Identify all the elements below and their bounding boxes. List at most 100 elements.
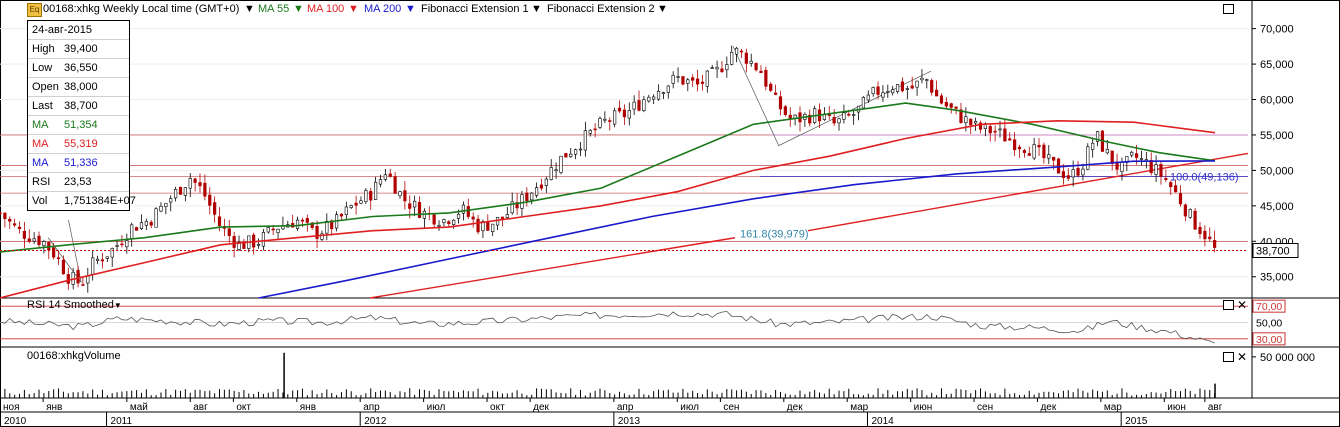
fibonacci-extension-line [47, 219, 82, 283]
rsi-pane-maximize-icon[interactable] [1223, 300, 1234, 310]
ma200-line [258, 160, 1216, 299]
candle-body [617, 107, 622, 112]
candle-body [27, 238, 31, 242]
month-label: июл [427, 402, 446, 413]
candle-body [720, 68, 724, 73]
candle-body [456, 213, 461, 219]
candle-body [534, 187, 539, 196]
fib-ext1-label[interactable]: Fibonacci Extension 1 [421, 3, 529, 15]
fib-ext2-label[interactable]: Fibonacci Extension 2 [547, 3, 655, 15]
ma55-label[interactable]: MA 55 [258, 3, 290, 15]
candle-body [408, 203, 412, 209]
candle-body [461, 204, 466, 214]
candle-body [759, 70, 763, 74]
rsi-dropdown-icon[interactable]: ▼ [113, 301, 122, 310]
candle-body [915, 80, 919, 88]
candle-body [578, 148, 583, 151]
year-label: 2013 [618, 416, 641, 427]
candle-body [208, 194, 212, 206]
candle-body [603, 118, 607, 121]
volume-pane-maximize-icon[interactable] [1223, 352, 1234, 362]
rsi-pane-title[interactable]: RSI 14 Smoothed▼ [27, 299, 122, 311]
candle-body [930, 80, 934, 93]
volume-pane-close-icon[interactable]: ✕ [1237, 350, 1248, 364]
candle-body [232, 236, 236, 248]
candle-body [905, 88, 909, 90]
ma100-label[interactable]: MA 100 [307, 3, 345, 15]
candle-body [1008, 138, 1012, 141]
candle-body [525, 192, 529, 201]
candle-body [778, 96, 783, 110]
candle-body [686, 79, 690, 84]
candle-body [764, 69, 768, 87]
month-label: апр [363, 402, 380, 413]
candle-body [1188, 209, 1192, 218]
candle-body [42, 241, 46, 246]
candle-body [705, 70, 709, 87]
candle-body [183, 187, 187, 196]
price-axis-label: 70,000 [1260, 24, 1294, 36]
candle-body [452, 219, 456, 225]
data-window: 24-авг-2015 High 39,400 Low 36,550 Open 38,… [27, 20, 136, 211]
volume-pane-title[interactable]: 00168:xhkgVolume [27, 350, 121, 362]
data-window-row: Vol 1,751384E+07 [32, 195, 136, 207]
candle-body [388, 173, 392, 177]
candle-body [866, 94, 870, 101]
candle-body [1086, 146, 1090, 170]
candle-body [549, 167, 553, 180]
candle-body [676, 76, 680, 78]
last-price-label: 38,700 [1256, 246, 1290, 258]
candle-body [115, 245, 119, 247]
fib-ext2-dropdown-icon[interactable]: ▼ [657, 3, 668, 15]
candle-body [959, 109, 963, 123]
equity-icon[interactable]: Eq [27, 3, 42, 17]
candle-body [86, 275, 90, 284]
candle-body [1120, 162, 1124, 172]
candle-body [227, 228, 231, 236]
ma100-dropdown-icon[interactable]: ▼ [348, 3, 359, 15]
candle-body [374, 181, 378, 200]
candle-body [769, 83, 773, 91]
candle-body [808, 114, 812, 124]
symbol-dropdown-icon[interactable]: ▼ [244, 3, 255, 15]
candle-body [544, 178, 548, 186]
candle-body [442, 219, 446, 224]
data-window-row: Low 36,550 [28, 59, 129, 78]
month-label: мар [850, 402, 868, 413]
fib-ext1-dropdown-icon[interactable]: ▼ [531, 3, 542, 15]
candle-body [1081, 168, 1085, 176]
ma200-dropdown-icon[interactable]: ▼ [405, 3, 416, 15]
candle-body [198, 182, 202, 187]
month-label: ноя [3, 402, 20, 413]
candle-body [193, 178, 197, 183]
candle-body [1047, 154, 1051, 159]
candle-body [559, 155, 563, 173]
data-window-row: MA 51,354 [28, 116, 129, 135]
ma200-label[interactable]: MA 200 [364, 3, 402, 15]
candle-body [871, 87, 875, 94]
candle-body [52, 247, 56, 258]
candle-body [237, 241, 241, 250]
candle-body [1071, 169, 1075, 178]
rsi-pane-close-icon[interactable]: ✕ [1237, 298, 1248, 312]
candle-body [491, 223, 495, 232]
rsi-line [0, 310, 1215, 344]
symbol-title[interactable]: 00168:xhkg Weekly Local time (GMT+0) [43, 3, 240, 15]
candle-body [1125, 156, 1129, 163]
candle-body [739, 50, 744, 53]
candle-body [1159, 164, 1163, 177]
ma55-dropdown-icon[interactable]: ▼ [293, 3, 304, 15]
month-label: янв [300, 402, 316, 413]
price-pane-maximize-icon[interactable] [1223, 4, 1234, 14]
candle-body [217, 216, 222, 227]
candle-body [100, 259, 105, 262]
candle-body [325, 220, 329, 234]
month-label: окт [236, 402, 251, 413]
month-label: июн [1167, 402, 1186, 413]
candle-body [164, 203, 168, 208]
candle-body [1003, 128, 1007, 142]
candle-body [574, 149, 578, 155]
candle-body [988, 126, 992, 134]
candle-body [159, 205, 163, 212]
